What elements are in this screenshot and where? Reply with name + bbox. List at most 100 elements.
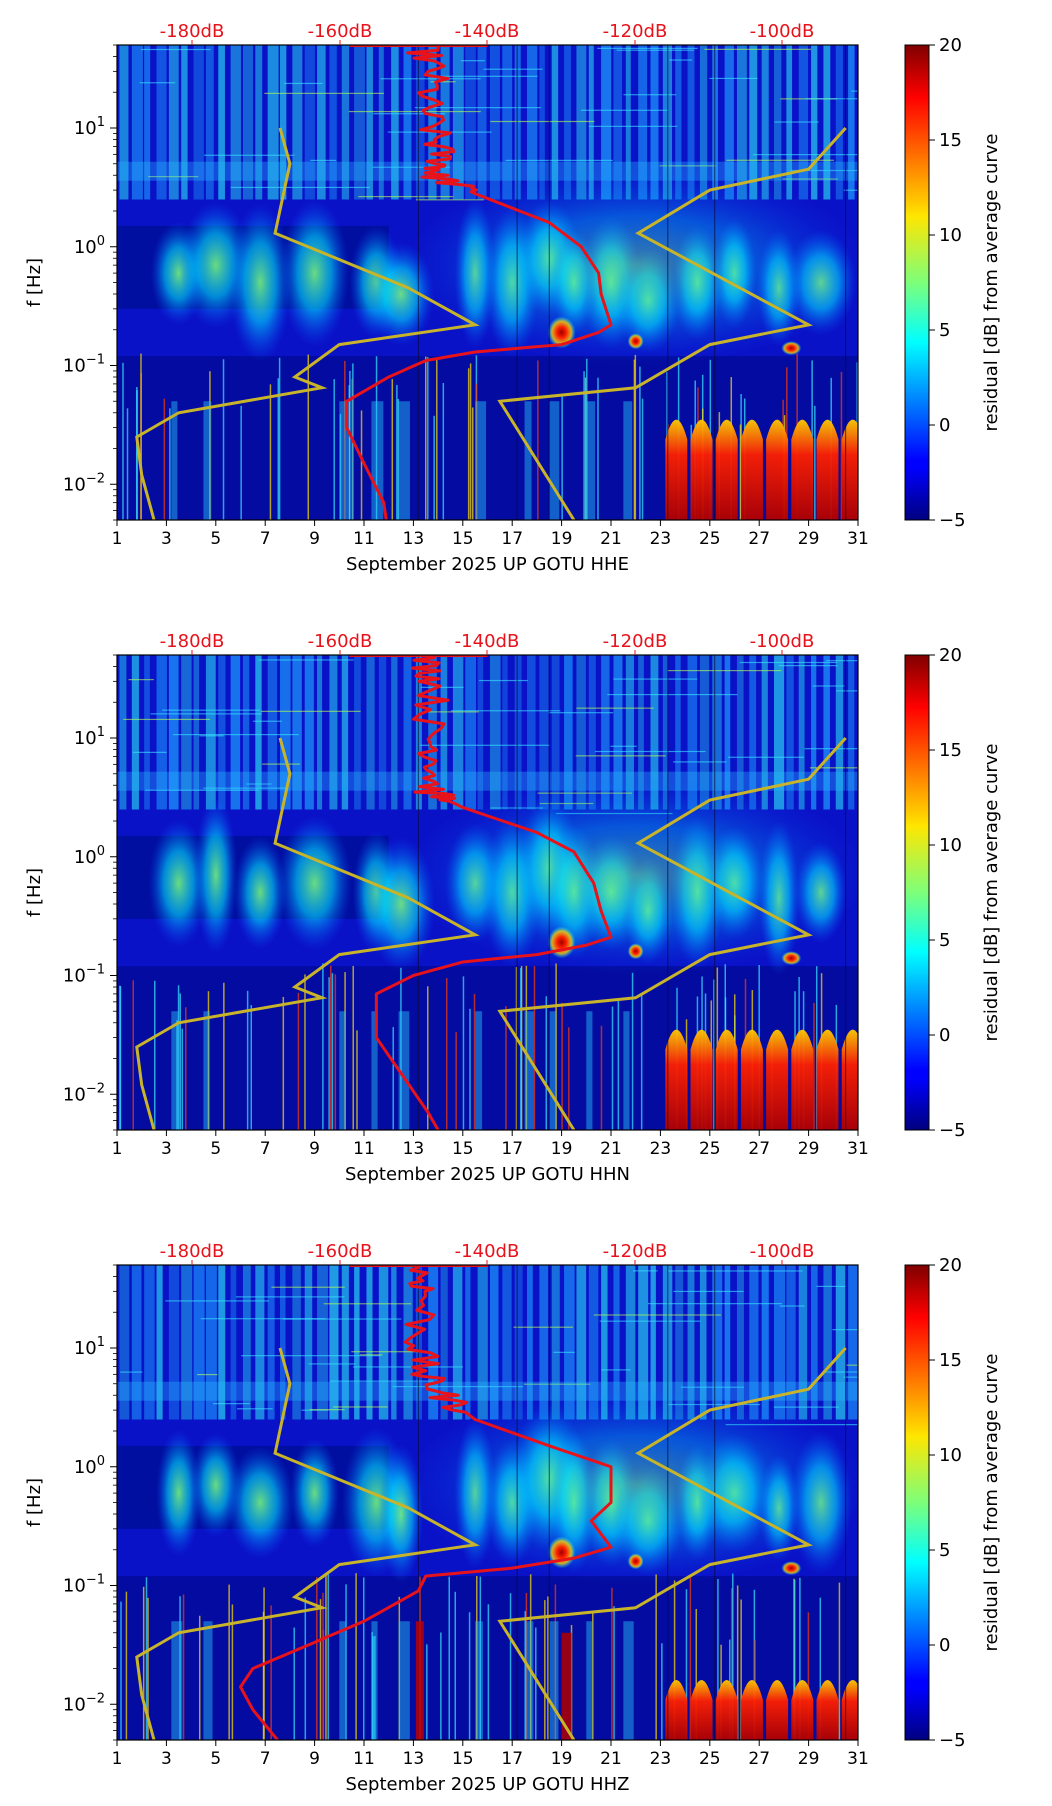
colorbar-tick-label: −5 [939,1120,966,1141]
x-tick-label: 31 [847,1749,869,1769]
colorbar-tick-label: 10 [939,1445,962,1466]
x-tick-label: 29 [798,529,820,549]
top-db-label: -100dB [750,21,815,42]
top-db-label: -180dB [160,21,225,42]
x-tick-label: 31 [847,529,869,549]
top-db-label: -120dB [603,21,668,42]
x-tick-label: 11 [353,529,375,549]
top-db-label: -140dB [455,21,520,42]
x-axis-label: September 2025 UP GOTU HHZ [346,1774,630,1795]
y-tick-label: 101 [74,1335,105,1359]
top-db-label: -180dB [160,631,225,652]
x-tick-label: 29 [798,1139,820,1159]
x-tick-label: 29 [798,1749,820,1769]
x-tick-label: 15 [452,1139,474,1159]
y-tick-label: 10−1 [63,1573,105,1597]
x-tick-label: 23 [650,1749,672,1769]
colorbar-tick-label: −5 [939,1730,966,1751]
y-tick-label: 100 [74,1454,105,1478]
x-tick-label: 31 [847,1139,869,1159]
y-tick-label: 10−2 [63,1691,105,1715]
x-tick-label: 3 [161,1749,172,1769]
top-db-label: -140dB [455,1241,520,1262]
x-tick-label: 27 [748,529,770,549]
heatmap-area [117,655,858,1130]
x-tick-label: 21 [600,529,622,549]
y-axis-label: f [Hz] [24,258,45,307]
y-axis-label: f [Hz] [24,868,45,917]
x-axis-label: September 2025 UP GOTU HHE [346,554,629,575]
x-tick-label: 23 [650,529,672,549]
x-tick-label: 23 [650,1139,672,1159]
x-axis-label: September 2025 UP GOTU HHN [345,1164,630,1185]
y-tick-label: 100 [74,844,105,868]
top-db-label: -120dB [603,631,668,652]
x-tick-label: 13 [403,1749,425,1769]
x-tick-label: 13 [403,529,425,549]
colorbar-tick-label: 10 [939,225,962,246]
y-tick-label: 100 [74,234,105,258]
x-tick-label: 7 [260,529,271,549]
top-db-label: -140dB [455,631,520,652]
colorbar-tick-label: 20 [939,645,962,666]
top-db-label: -160dB [308,631,373,652]
x-tick-label: 5 [210,529,221,549]
colorbar-tick-label: 0 [939,415,950,436]
x-tick-label: 15 [452,529,474,549]
x-tick-label: 19 [551,1749,573,1769]
x-tick-label: 19 [551,529,573,549]
y-axis-label: f [Hz] [24,1478,45,1527]
colorbar: 20 15 10 5 0 −5 residual [dB] from average cur… [904,1255,1002,1751]
x-tick-label: 21 [600,1139,622,1159]
x-tick-label: 25 [699,1749,721,1769]
x-tick-label: 5 [210,1749,221,1769]
red-curve [345,45,613,520]
colorbar-tick-label: 20 [939,1255,962,1276]
colorbar-tick-label: −5 [939,510,966,531]
y-tick-label: 10−1 [63,963,105,987]
gold-curve-left [135,1347,480,1740]
colorbar-tick-label: 10 [939,835,962,856]
y-tick-label: 101 [74,725,105,749]
y-tick-label: 101 [74,115,105,139]
top-db-label: -100dB [750,1241,815,1262]
colorbar-tick-label: 15 [939,1350,962,1371]
colorbar-tick-label: 5 [939,930,950,951]
x-tick-label: 9 [309,1139,320,1159]
top-db-label: -160dB [308,21,373,42]
x-tick-label: 5 [210,1139,221,1159]
gold-curve-right [497,1346,847,1740]
y-tick-label: 10−2 [63,1081,105,1105]
colorbar-tick-label: 15 [939,740,962,761]
colorbar: 20 15 10 5 0 −5 residual [dB] from average cur… [904,35,1002,531]
x-tick-label: 3 [161,529,172,549]
colorbar-tick-label: 5 [939,1540,950,1561]
x-tick-label: 3 [161,1139,172,1159]
x-tick-label: 17 [501,1139,523,1159]
top-db-label: -120dB [603,1241,668,1262]
colorbar-label: residual [dB] from average curve [981,743,1002,1041]
red-curve [374,655,613,1130]
heatmap-area [117,1265,858,1740]
gold-curve-right [497,736,847,1130]
x-tick-label: 17 [501,529,523,549]
colorbar-tick-label: 0 [939,1635,950,1656]
x-tick-label: 27 [748,1749,770,1769]
colorbar: 20 15 10 5 0 −5 residual [dB] from average cur… [904,645,1002,1141]
x-tick-label: 11 [353,1139,375,1159]
x-tick-label: 9 [309,529,320,549]
y-tick-label: 10−2 [63,471,105,495]
x-tick-label: 19 [551,1139,573,1159]
gold-curve-left [135,737,480,1130]
heatmap-area [117,45,858,520]
x-tick-label: 9 [309,1749,320,1769]
gold-curve-left [135,127,480,520]
colorbar-tick-label: 20 [939,35,962,56]
top-db-label: -100dB [750,631,815,652]
colorbar-tick-label: 15 [939,130,962,151]
x-tick-label: 27 [748,1139,770,1159]
colorbar-tick-label: 0 [939,1025,950,1046]
